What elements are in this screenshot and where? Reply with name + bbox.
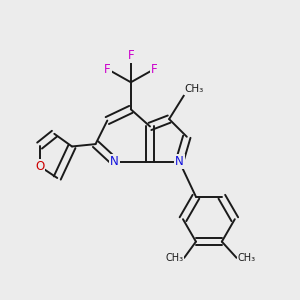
Text: CH₃: CH₃ [185, 84, 204, 94]
Text: N: N [110, 155, 119, 168]
Text: CH₃: CH₃ [165, 253, 184, 263]
Text: O: O [35, 160, 44, 173]
Text: CH₃: CH₃ [237, 253, 255, 263]
Text: F: F [104, 62, 111, 76]
Text: N: N [175, 155, 184, 168]
Text: F: F [128, 49, 134, 62]
Text: F: F [151, 62, 158, 76]
